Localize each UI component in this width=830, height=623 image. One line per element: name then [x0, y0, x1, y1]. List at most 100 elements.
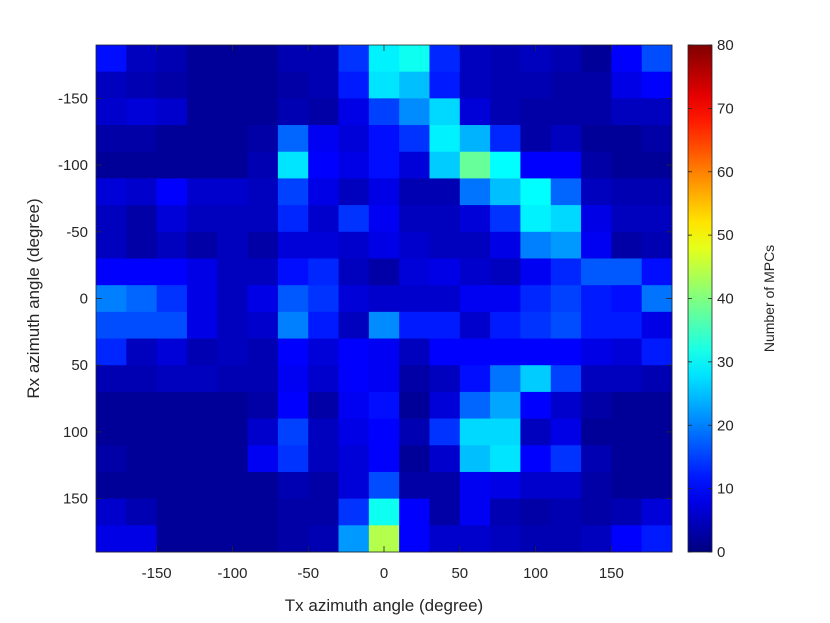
heatmap-cell: 30	[520, 178, 552, 206]
heatmap-cell: 9	[277, 365, 309, 393]
heatmap-cell: 7	[156, 338, 188, 366]
colorbar-tick-label: 50	[717, 227, 734, 244]
heatmap-cell: 4	[490, 45, 521, 73]
heatmap-cell: 10	[126, 258, 158, 286]
heatmap-cell: 5	[217, 285, 248, 313]
heatmap-cell: 16	[96, 311, 127, 339]
colorbar-tick-label: 0	[717, 544, 725, 561]
heatmap-cell: 9	[459, 285, 491, 313]
heatmap-cell: 10	[368, 445, 400, 473]
heatmap-cell: 3	[399, 365, 430, 393]
heatmap-cell: 10	[368, 418, 400, 446]
heatmap-cell: 3	[96, 445, 127, 473]
heatmap-cell: 2	[217, 418, 248, 446]
heatmap-cell: 3	[520, 125, 552, 153]
heatmap-cell: 10	[338, 365, 370, 393]
heatmap-cell: 8	[581, 205, 612, 233]
heatmap-cell: 5	[186, 205, 218, 233]
heatmap-cell: 3	[308, 471, 339, 500]
heatmap-cell: 5	[581, 178, 612, 206]
y-tick-label: 0	[80, 291, 88, 308]
heatmap-cell: 4	[581, 445, 612, 473]
x-tick-label: -100	[217, 565, 247, 582]
heatmap-cell: 5	[217, 258, 248, 286]
heatmap-cell: 23	[490, 391, 521, 419]
heatmap-cell: 6	[429, 285, 461, 313]
heatmap-cell: 30	[490, 151, 521, 179]
heatmap-cell: 2	[186, 98, 218, 126]
heatmap-cell: 11	[641, 258, 673, 286]
heatmap-cell: 3	[126, 125, 158, 153]
heatmap-cell: 3	[308, 391, 339, 419]
heatmap-cell: 13	[277, 205, 309, 233]
heatmap-cell: 6	[520, 471, 552, 500]
heatmap-cell: 21	[399, 98, 430, 126]
colorbar-axis: 0 10 20 30 40 50 60 70 80	[688, 37, 734, 561]
heatmap-cells: 1154222441429311354542101654322234122825…	[96, 45, 673, 553]
heatmap-cell: 38	[459, 151, 491, 179]
heatmap-cell: 9	[490, 285, 521, 313]
heatmap-cell: 3	[186, 231, 218, 259]
heatmap-cell: 4	[308, 525, 339, 553]
heatmap-cell: 9	[459, 471, 491, 500]
heatmap-cell: 5	[96, 205, 127, 233]
heatmap-cell: 3	[429, 471, 461, 500]
heatmap-cell: 11	[611, 285, 643, 313]
heatmap-cell: 6	[368, 285, 400, 313]
heatmap-cell: 7	[399, 258, 430, 286]
heatmap-cell: 5	[490, 525, 521, 553]
heatmap-cell: 24	[459, 125, 491, 153]
heatmap-cell: 14	[429, 418, 461, 446]
heatmap-cell: 13	[429, 45, 461, 73]
heatmap-cell: 4	[277, 45, 309, 73]
heatmap-cell: 5	[581, 525, 612, 553]
heatmap-cell: 4	[96, 365, 127, 393]
heatmap-cell: 10	[338, 338, 370, 366]
heatmap-cell: 21	[368, 311, 400, 339]
heatmap-cell: 4	[247, 338, 279, 366]
heatmap-cell: 22	[550, 231, 582, 259]
heatmap-cell: 5	[126, 45, 158, 73]
heatmap-cell: 5	[520, 418, 552, 446]
heatmap-cell: 7	[459, 205, 491, 233]
heatmap-cell: 10	[611, 45, 643, 73]
heatmap-cell: 3	[581, 391, 612, 419]
heatmap-cell: 10	[277, 391, 309, 419]
heatmap-cell: 16	[368, 471, 400, 500]
heatmap-cell: 20	[520, 231, 552, 259]
heatmap-cell: 6	[186, 178, 218, 206]
heatmap-cell: 4	[308, 45, 339, 73]
heatmap-cell: 5	[459, 71, 491, 99]
heatmap-cell: 10	[520, 151, 552, 179]
heatmap-cell: 8	[338, 418, 370, 446]
heatmap-cell: 7	[641, 498, 673, 526]
heatmap-cell: 11	[368, 125, 400, 153]
heatmap-cell: 11	[277, 258, 309, 286]
heatmap-cell: 18	[126, 285, 158, 313]
heatmap-cell: 4	[156, 45, 188, 73]
heatmap-cell: 28	[490, 445, 521, 473]
heatmap-cell: 5	[459, 231, 491, 259]
heatmap-cell: 7	[156, 205, 188, 233]
heatmap-cell: 3	[520, 498, 552, 526]
heatmap-cell: 7	[429, 391, 461, 419]
heatmap-cell: 4	[550, 498, 582, 526]
heatmap-cell: 16	[641, 45, 673, 73]
heatmap-cell: 10	[308, 151, 339, 179]
heatmap-cell: 9	[247, 445, 279, 473]
heatmap-cell: 27	[459, 418, 491, 446]
heatmap-cell: 10	[550, 338, 582, 366]
heatmap-cell: 28	[368, 71, 400, 99]
heatmap-cell: 7	[459, 98, 491, 126]
heatmap-cell: 4	[550, 525, 582, 553]
heatmap-cell: 7	[126, 98, 158, 126]
heatmap-cell: 4	[520, 71, 552, 99]
heatmap-cell: 12	[399, 311, 430, 339]
heatmap-cell: 6	[459, 525, 491, 553]
heatmap-cell: 7	[308, 338, 339, 366]
heatmap-cell: 8	[581, 338, 612, 366]
heatmap-cell: 7	[611, 338, 643, 366]
heatmap-cell: 6	[399, 231, 430, 259]
heatmap-cell: 2	[611, 391, 643, 419]
x-tick-label: 0	[380, 565, 388, 582]
